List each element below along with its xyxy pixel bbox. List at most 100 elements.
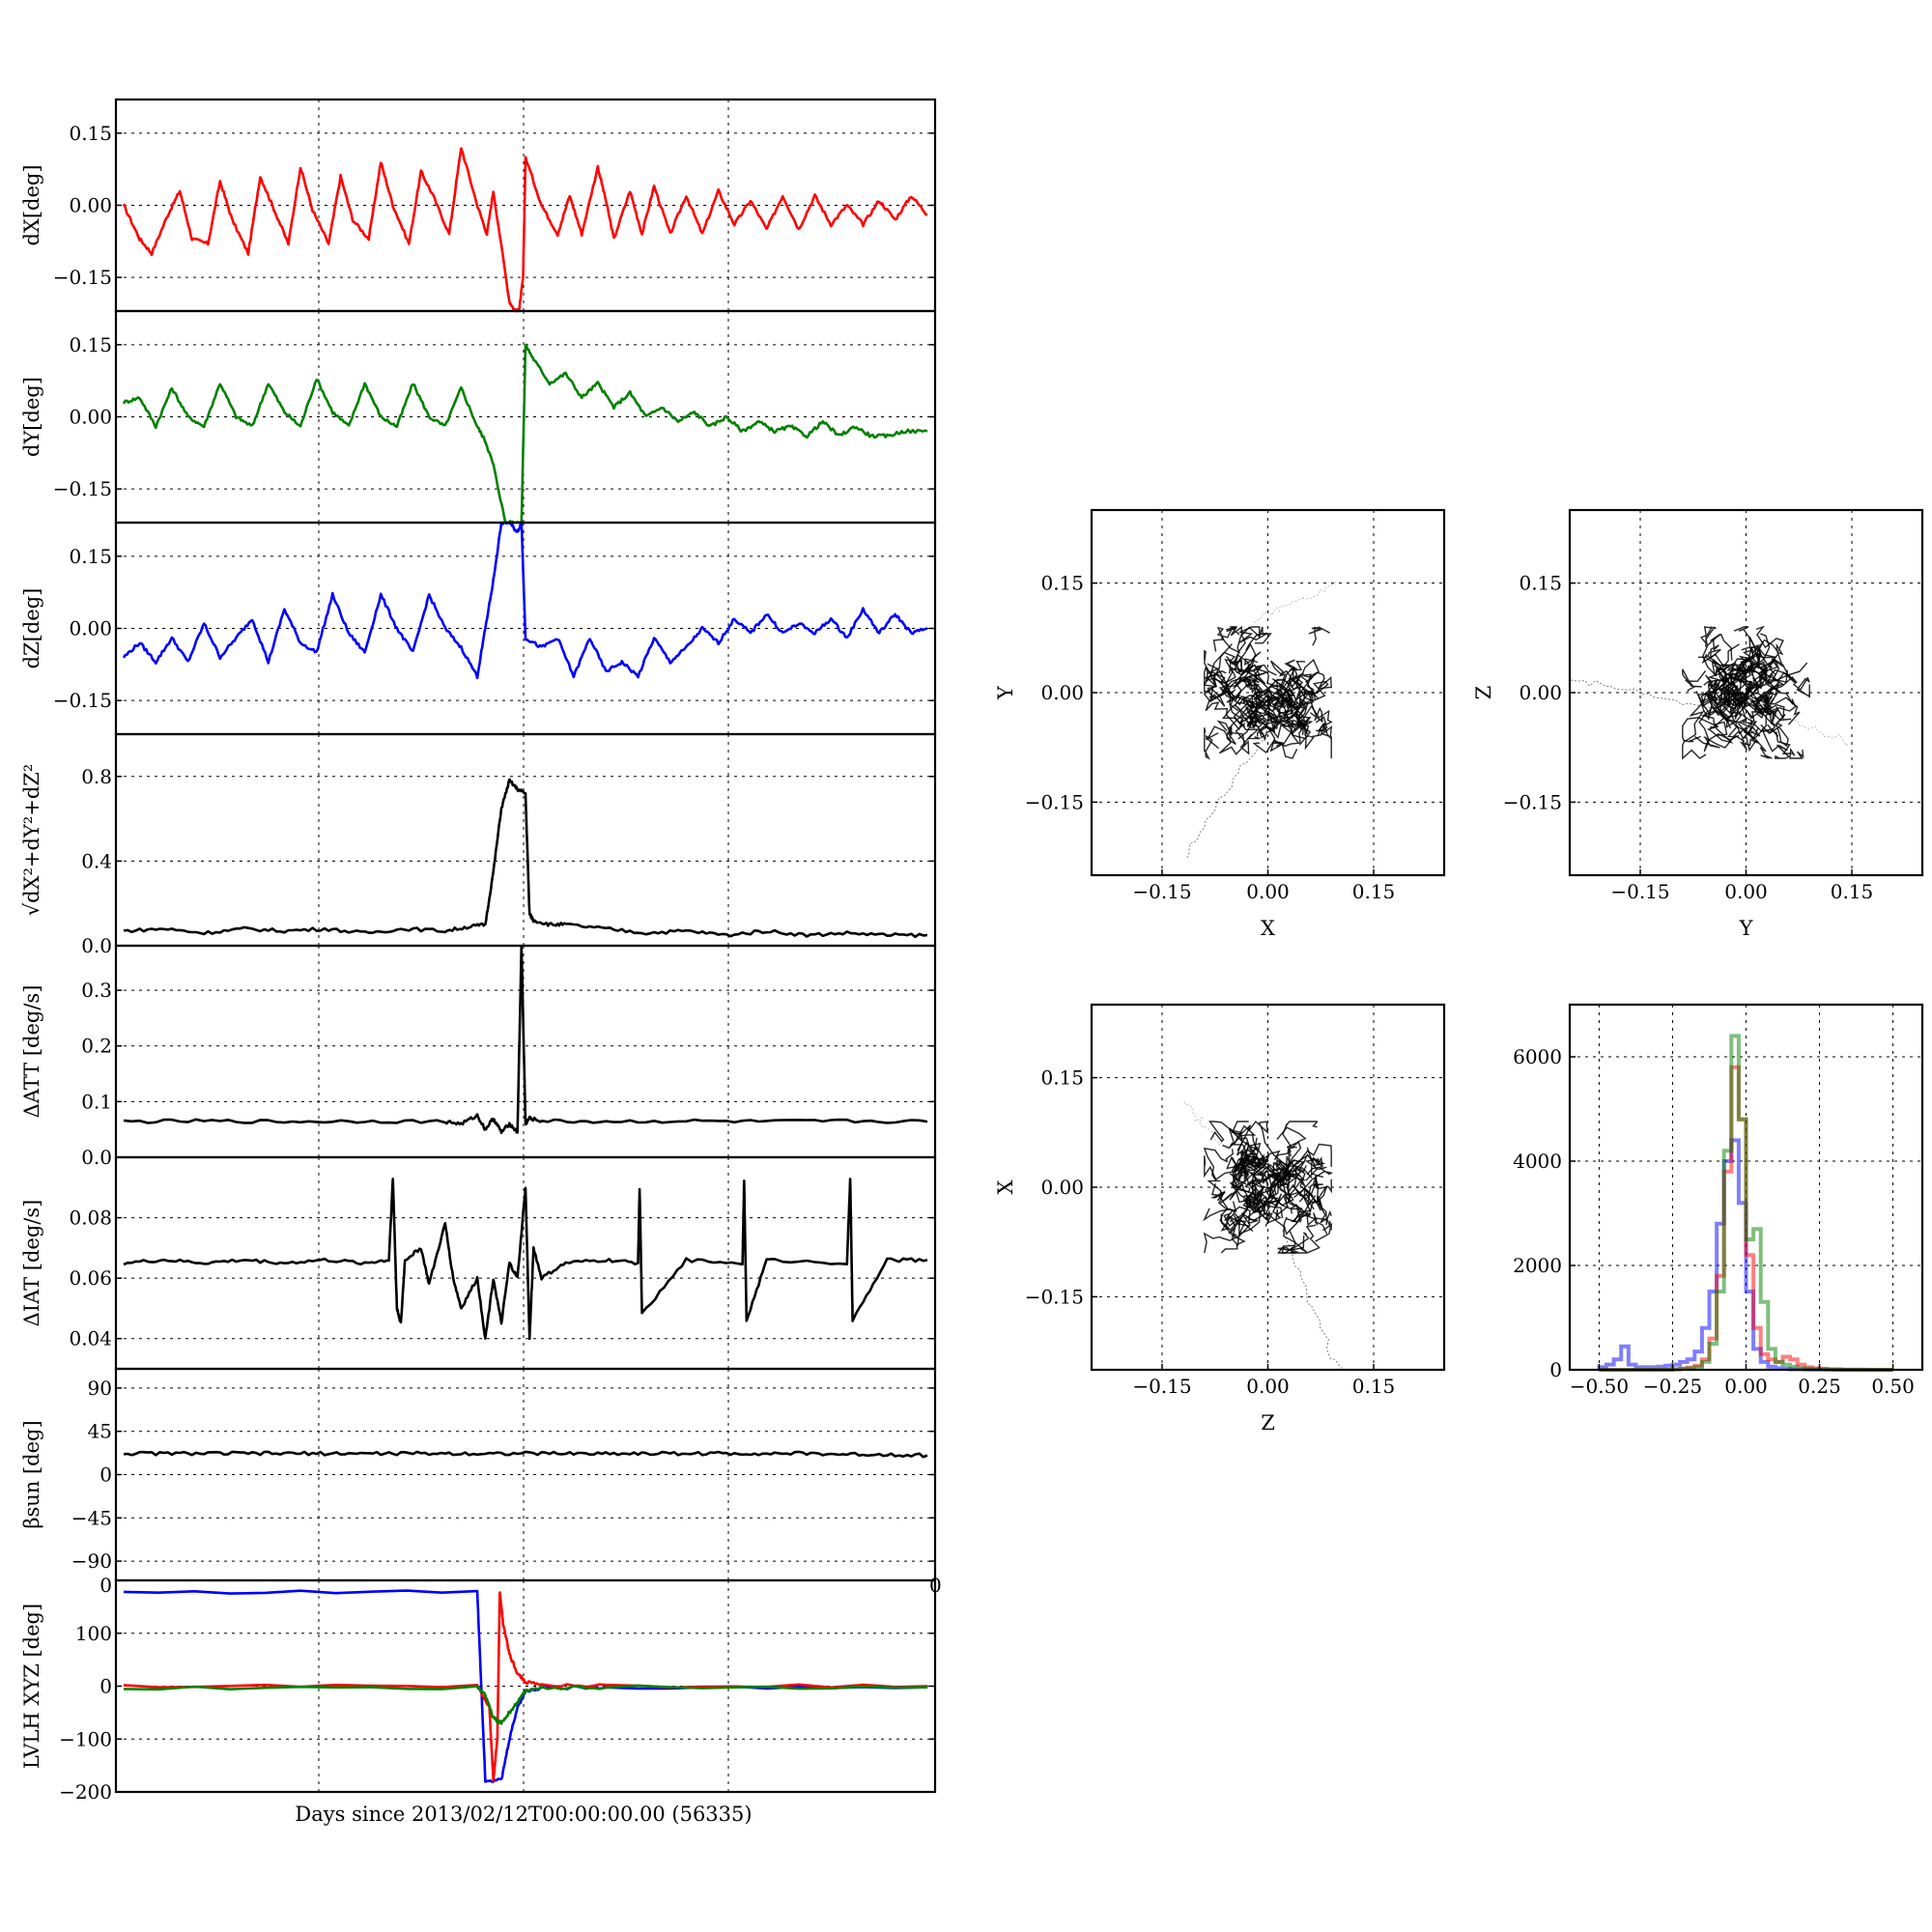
scatter-trace [1267, 1214, 1298, 1254]
scatter-trace [1203, 1223, 1250, 1254]
scatter-trace [1203, 1148, 1235, 1181]
xlabel-xy: X [1261, 917, 1275, 940]
ytick-label: 0.0 [81, 1146, 112, 1169]
ytick-label: 4000 [1513, 1150, 1562, 1173]
scatter-trace [1287, 1186, 1321, 1214]
ylabel-dz: dZ[deg] [20, 588, 43, 669]
xtick-label: 0.15 [1352, 1375, 1396, 1398]
plot-frame [114, 732, 937, 948]
ytick-label: 0.0 [81, 934, 112, 957]
panel-dy: −0.15 0.00 0.15 dY[deg] [20, 309, 937, 525]
scatter-trace [1229, 1127, 1262, 1185]
scatter-trace [1282, 689, 1320, 720]
scatter-trace [1293, 1164, 1318, 1199]
scatter-trace [1290, 1143, 1332, 1168]
panel-hist: −0.50 −0.25 0.00 0.25 0.50 0 2000 4000 6000 [1513, 1003, 1924, 1398]
scatter-trace [1270, 688, 1304, 715]
ytick-label: 0.15 [1519, 572, 1562, 595]
ylabel-diat: ΔIAT [deg/s] [20, 1200, 43, 1327]
ytick-label: 0.15 [1040, 572, 1084, 595]
ytick-label: 0.00 [69, 617, 112, 640]
panel-lvlh: −200 −100 0 100 LVLH XYZ [deg] [20, 1578, 937, 1804]
panel-zx: −0.15 −0.15 0.00 0.00 0.15 0.15 Z X [994, 1003, 1446, 1435]
scatter-trace [1316, 723, 1333, 758]
grid-yz [1570, 510, 1922, 875]
scatter-trace [1308, 626, 1331, 646]
scatter-tail [1569, 679, 1711, 709]
grid-mag [116, 734, 935, 947]
ytick-label: 0.00 [1040, 681, 1084, 704]
panel-dx: −0.15 0.00 0.15 dX[deg] [20, 98, 937, 313]
scatter-trace [1300, 1195, 1328, 1242]
scatter-trace [1776, 731, 1804, 759]
scatter-trace [1759, 673, 1798, 703]
xtick-label: 0.25 [1798, 1375, 1841, 1398]
scatter-trace [1246, 687, 1292, 732]
scatter-tail [1771, 714, 1849, 748]
scatter-trace [1264, 1195, 1301, 1224]
scatter-trace [1236, 664, 1277, 698]
ytick-label: 0.1 [81, 1090, 112, 1113]
xtick-label: 0.00 [1246, 880, 1290, 903]
scatter-trace [1245, 702, 1298, 759]
ylabel-zx: X [994, 1179, 1017, 1194]
scatter-trace [1792, 676, 1810, 698]
scatter-trace [1700, 697, 1732, 728]
scatter-trace [1737, 710, 1777, 740]
scatter-trace [1244, 691, 1281, 729]
scatter-trace [1221, 695, 1267, 728]
scatter-trace [1287, 686, 1307, 717]
scatter-trace [1204, 663, 1229, 688]
ylabel-lvlh: LVLH XYZ [deg] [20, 1604, 43, 1769]
ytick-label: −0.15 [53, 477, 112, 500]
xtick-label: 0.00 [1724, 1375, 1768, 1398]
histogram-step [1599, 1034, 1893, 1372]
scatter-trace [1760, 713, 1789, 748]
scatter-tail [1282, 1230, 1342, 1369]
scatter-trace [1682, 668, 1707, 693]
ytick-label: 0 [99, 1463, 112, 1487]
scatter-trace [1231, 1166, 1250, 1198]
ylabel-dy: dY[deg] [20, 377, 43, 457]
scatter-trace [1237, 626, 1268, 651]
scatter-trace [1205, 696, 1244, 731]
series-line-mag [123, 778, 928, 939]
ytick-label: −90 [71, 1549, 112, 1573]
ytick-label: 0.00 [1519, 681, 1562, 704]
ytick-label: 0.00 [69, 194, 112, 217]
scatter-trace [1253, 1166, 1281, 1221]
scatter-trace [1250, 1171, 1303, 1222]
scatter-trace [1235, 642, 1257, 673]
ytick-label: 2000 [1513, 1254, 1562, 1277]
scatter-trace [1264, 678, 1286, 713]
panel-diat: 0.04 0.06 0.08 ΔIAT [deg/s] [20, 1155, 937, 1371]
ytick-label: 45 [88, 1420, 112, 1443]
scatter-trace [1231, 1121, 1252, 1160]
ytick-label: −0.15 [53, 689, 112, 712]
ylabel-mag: √dX²+dY²+dZ² [20, 764, 43, 917]
scatter-trace [1294, 1204, 1333, 1236]
ytick-label: −0.15 [1025, 790, 1084, 813]
scatter-trace [1730, 722, 1773, 759]
scatter-trace [1290, 1224, 1321, 1254]
panel-yz: −0.15 −0.15 0.00 0.00 0.15 0.15 Y Z [1472, 508, 1924, 940]
scatter-trace [1298, 1167, 1334, 1213]
scatter-trace [1706, 721, 1734, 744]
ylabel-xy: Y [994, 685, 1017, 700]
xtick-label: −0.15 [1610, 880, 1669, 903]
scatter-trace [1753, 694, 1774, 720]
scatter-trace [1292, 673, 1317, 706]
series-line-datt [123, 945, 928, 1135]
xtick-label: 0.15 [1352, 880, 1396, 903]
scatter-tail [1185, 729, 1267, 860]
xtick-label: −0.50 [1570, 1375, 1629, 1398]
scatter-trace [1244, 1183, 1315, 1220]
scatter-trace [1768, 657, 1808, 683]
grid-zx [1092, 1005, 1444, 1370]
scatter-trace [1248, 715, 1293, 742]
plot-frame [114, 1578, 937, 1794]
scatter-trace [1276, 1126, 1307, 1173]
ytick-label: −0.15 [1025, 1285, 1084, 1308]
